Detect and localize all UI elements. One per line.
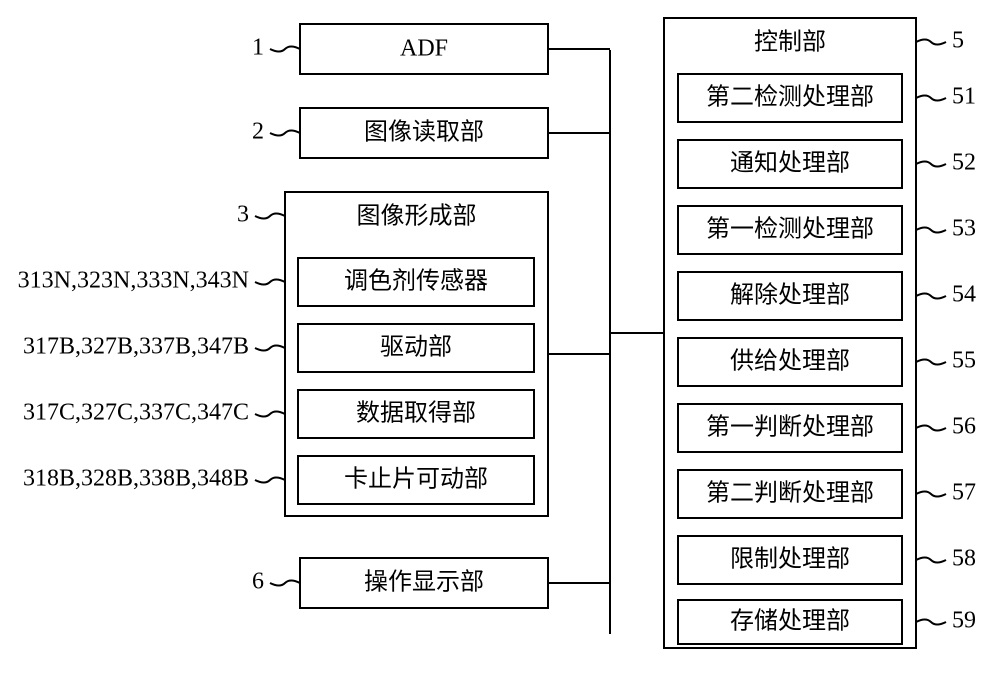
- block-diagram: ADF 1 图像读取部 2 图像形成部调色剂传感器驱动部数据取得部卡止片可动部 3 313N…: [0, 0, 1000, 674]
- supply-block: 供给处理部: [678, 338, 902, 386]
- det1-block: 第一检测处理部: [678, 206, 902, 254]
- data-acq-num: 317C,327C,337C,347C: [23, 400, 249, 426]
- limit-num: 58: [952, 546, 976, 572]
- notify-block: 通知处理部: [678, 140, 902, 188]
- supply-lead: [916, 360, 946, 365]
- stopper-label: 卡止片可动部: [344, 466, 488, 493]
- data-acq-label: 数据取得部: [356, 400, 476, 427]
- stopper-num: 318B,328B,338B,348B: [23, 466, 249, 492]
- img-read-lead: [270, 131, 300, 136]
- control-block: 控制部第二检测处理部通知处理部第一检测处理部解除处理部供给处理部第一判断处理部第…: [664, 18, 916, 648]
- limit-lead: [916, 558, 946, 563]
- limit-block: 限制处理部: [678, 536, 902, 584]
- notify-label: 通知处理部: [730, 150, 850, 177]
- det2-num: 51: [952, 84, 976, 110]
- toner-sensor-block: 调色剂传感器: [298, 258, 534, 306]
- data-acq-block: 数据取得部: [298, 390, 534, 438]
- store-label: 存储处理部: [730, 608, 850, 635]
- stopper-block: 卡止片可动部: [298, 456, 534, 504]
- judge2-block: 第二判断处理部: [678, 470, 902, 518]
- toner-sensor-lead: [255, 280, 285, 285]
- img-form-title: 图像形成部: [357, 203, 477, 230]
- limit-label: 限制处理部: [730, 546, 850, 573]
- img-read-label: 图像读取部: [364, 119, 484, 146]
- det1-label: 第一检测处理部: [706, 216, 874, 243]
- notify-lead: [916, 162, 946, 167]
- drive-lead: [255, 346, 285, 351]
- store-num: 59: [952, 608, 976, 634]
- release-lead: [916, 294, 946, 299]
- img-read-num: 2: [252, 119, 264, 145]
- adf-lead: [270, 47, 300, 52]
- release-block: 解除处理部: [678, 272, 902, 320]
- det2-block: 第二检测处理部: [678, 74, 902, 122]
- data-acq-lead: [255, 412, 285, 417]
- judge2-lead: [916, 492, 946, 497]
- store-block: 存储处理部: [678, 600, 902, 644]
- judge1-label: 第一判断处理部: [706, 414, 874, 441]
- toner-sensor-num: 313N,323N,333N,343N: [18, 268, 249, 294]
- control-lead: [916, 40, 946, 45]
- det2-lead: [916, 96, 946, 101]
- control-num: 5: [952, 28, 964, 54]
- judge2-num: 57: [952, 480, 976, 506]
- img-form-lead: [255, 214, 285, 219]
- toner-sensor-label: 调色剂传感器: [344, 268, 488, 295]
- op-disp-lead: [270, 581, 300, 586]
- op-disp-num: 6: [252, 569, 264, 595]
- notify-num: 52: [952, 150, 976, 176]
- adf-label: ADF: [400, 36, 448, 62]
- img-read-block: 图像读取部: [300, 108, 548, 158]
- judge1-lead: [916, 426, 946, 431]
- det2-label: 第二检测处理部: [706, 84, 874, 111]
- release-label: 解除处理部: [730, 282, 850, 309]
- det1-num: 53: [952, 216, 976, 242]
- adf-block: ADF: [300, 24, 548, 74]
- control-title: 控制部: [754, 29, 826, 56]
- drive-block: 驱动部: [298, 324, 534, 372]
- det1-lead: [916, 228, 946, 233]
- drive-num: 317B,327B,337B,347B: [23, 334, 249, 360]
- judge1-block: 第一判断处理部: [678, 404, 902, 452]
- op-disp-block: 操作显示部: [300, 558, 548, 608]
- op-disp-label: 操作显示部: [364, 569, 484, 596]
- drive-label: 驱动部: [380, 334, 452, 361]
- stopper-lead: [255, 478, 285, 483]
- supply-num: 55: [952, 348, 976, 374]
- img-form-num: 3: [237, 202, 249, 228]
- adf-num: 1: [252, 35, 264, 61]
- judge2-label: 第二判断处理部: [706, 480, 874, 507]
- img-form-block: 图像形成部调色剂传感器驱动部数据取得部卡止片可动部: [285, 192, 548, 516]
- store-lead: [916, 620, 946, 625]
- supply-label: 供给处理部: [730, 348, 850, 375]
- judge1-num: 56: [952, 414, 976, 440]
- release-num: 54: [952, 282, 976, 308]
